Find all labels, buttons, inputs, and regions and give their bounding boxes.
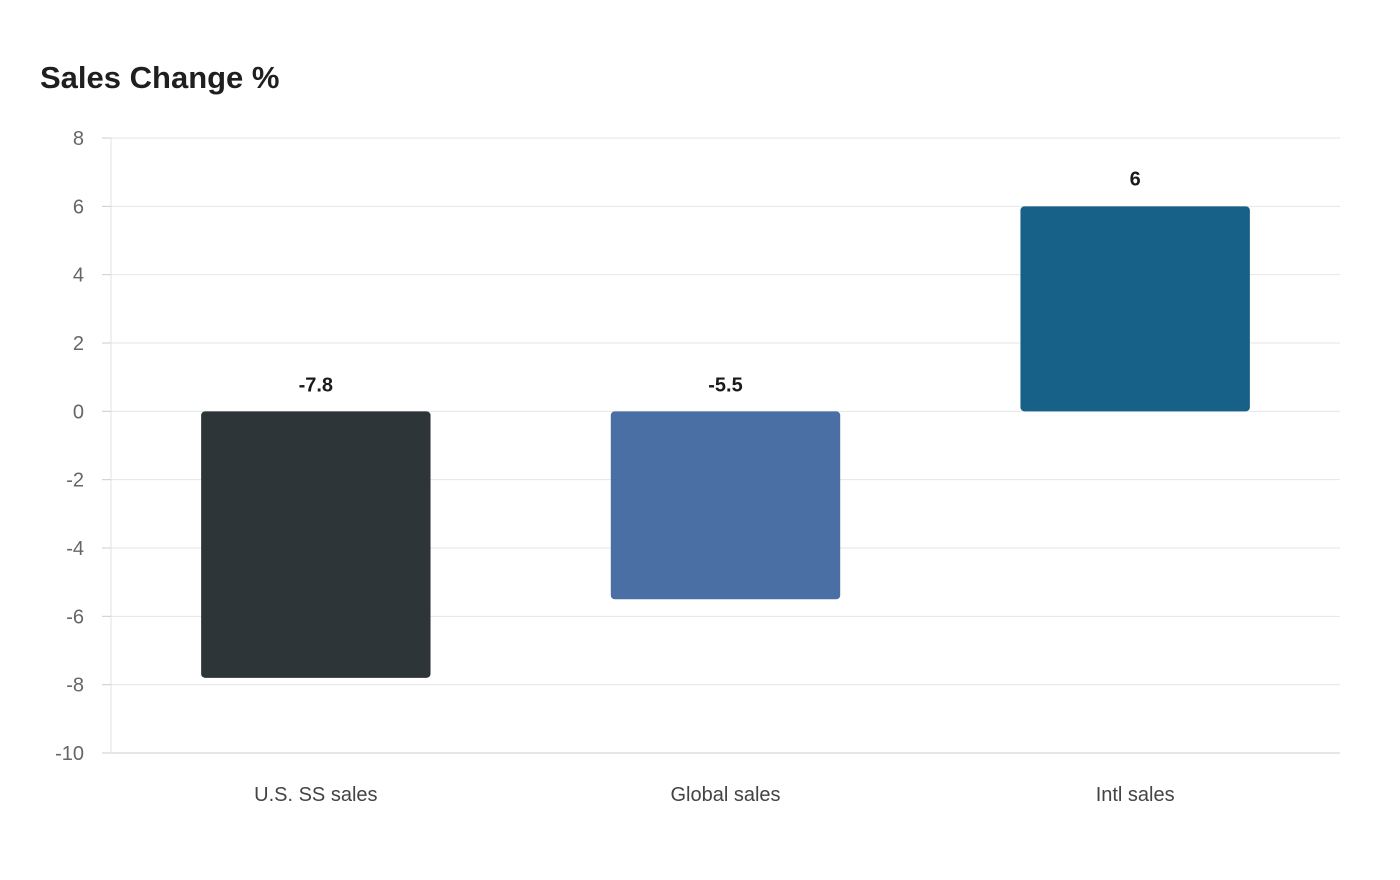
x-category-label: U.S. SS sales xyxy=(254,784,377,806)
y-tick-label: 6 xyxy=(73,196,84,218)
y-tick-label: -6 xyxy=(66,606,84,628)
data-label: -7.8 xyxy=(299,374,333,396)
y-tick-label: 2 xyxy=(73,333,84,355)
x-category-label: Global sales xyxy=(670,784,780,806)
data-label: 6 xyxy=(1130,168,1141,190)
data-label: -5.5 xyxy=(708,374,742,396)
y-tick-label: -8 xyxy=(66,675,84,697)
x-category-label: Intl sales xyxy=(1096,784,1175,806)
y-tick-label: -4 xyxy=(66,538,84,560)
bar xyxy=(610,411,841,600)
y-tick-label: -10 xyxy=(55,743,84,765)
y-tick-label: 0 xyxy=(73,401,84,423)
y-tick-label: -2 xyxy=(66,470,84,492)
bar xyxy=(1020,206,1250,412)
bar xyxy=(201,411,431,678)
y-tick-label: 4 xyxy=(73,265,84,287)
y-tick-label: 8 xyxy=(73,128,84,150)
chart-title: Sales Change % xyxy=(40,60,280,95)
